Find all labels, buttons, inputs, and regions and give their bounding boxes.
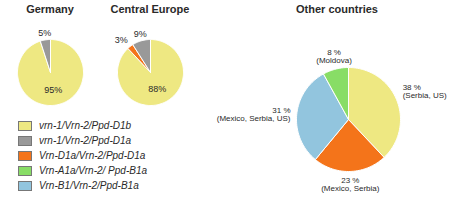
svg-text:88%: 88% [148,84,166,94]
html-text:Germany: Germany [26,3,74,15]
html-text:Central Europe: Central Europe [110,3,190,15]
svg-text:9%: 9% [134,29,147,39]
html-text:Other countries: Other countries [296,3,378,15]
svg-text:5%: 5% [38,28,51,38]
svg-text:8 %(Moldova): 8 %(Moldova) [316,48,352,65]
html-text:vrn-1/Vrn-2/Ppd-D1a: vrn-1/Vrn-2/Ppd-D1a [39,135,132,146]
svg-text:23 %(Mexico, Serbia): 23 %(Mexico, Serbia) [321,176,380,193]
svg-text:3%: 3% [115,35,128,45]
html-text:Vrn-A1a/Vrn-2/ Ppd-B1a: Vrn-A1a/Vrn-2/ Ppd-B1a [39,165,147,176]
html-text:Vrn-D1a/Vrn-2/Ppd-D1a: Vrn-D1a/Vrn-2/Ppd-D1a [39,150,146,161]
svg-text:31 %(Mexico, Serbia, US): 31 %(Mexico, Serbia, US) [217,106,291,123]
html-text:Vrn-B1/Vrn-2/Ppd-B1a: Vrn-B1/Vrn-2/Ppd-B1a [39,180,139,191]
svg-text:95%: 95% [44,85,62,95]
html-text:vrn-1/Vrn-2/Ppd-D1b: vrn-1/Vrn-2/Ppd-D1b [39,120,132,131]
svg-text:38 %(Serbia, US): 38 %(Serbia, US) [403,83,447,100]
